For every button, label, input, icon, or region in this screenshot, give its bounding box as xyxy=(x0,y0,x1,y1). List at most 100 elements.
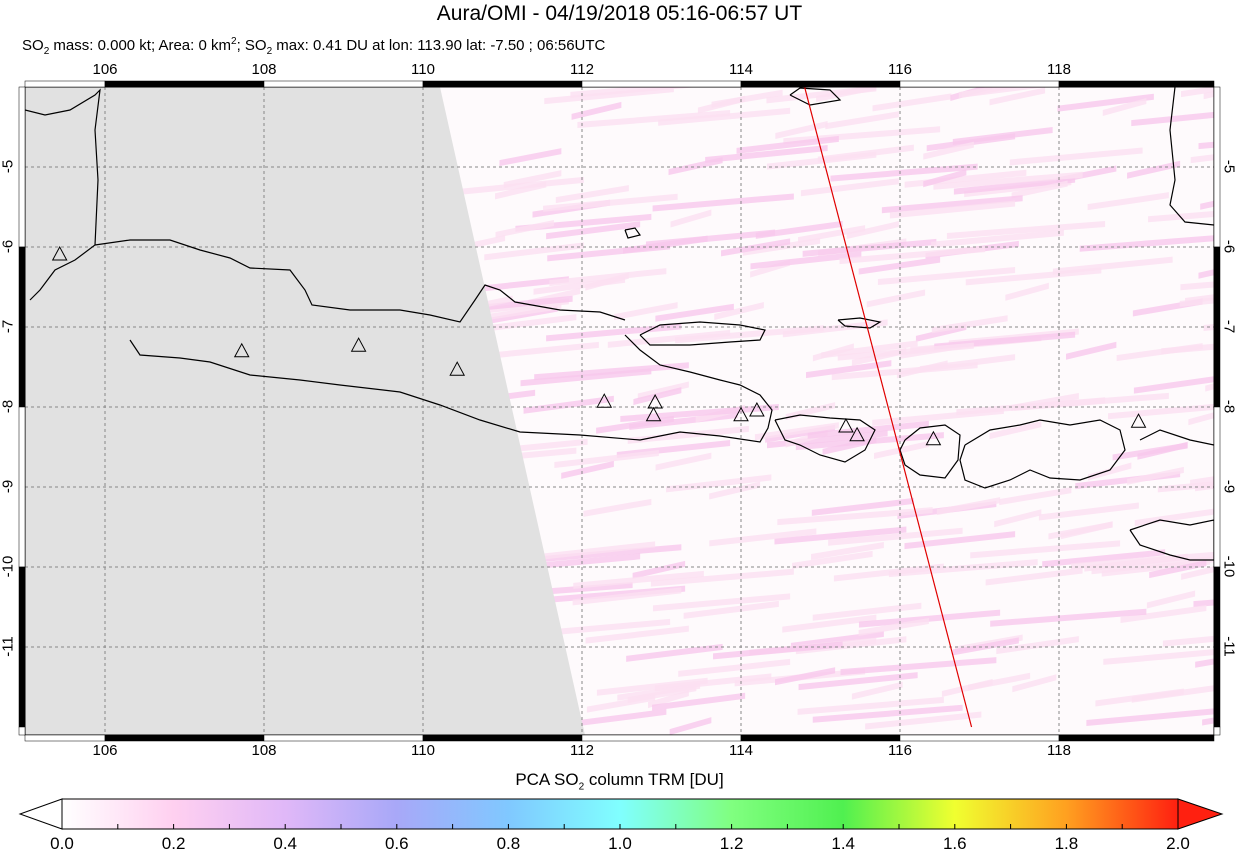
colorbar-tick-label: 1.6 xyxy=(942,834,967,853)
volcano-icon xyxy=(350,337,367,352)
colorbar-title-text: column TRM [DU] xyxy=(584,770,724,789)
frame-segment xyxy=(18,566,26,728)
so2-stripe xyxy=(669,717,712,735)
subtitle-text: ; SO xyxy=(236,37,267,54)
so2-stripe xyxy=(658,107,791,126)
so2-stripe xyxy=(837,342,974,361)
so2-stripe xyxy=(933,171,1083,190)
so2-stripe xyxy=(1200,200,1214,210)
volcano-icon xyxy=(647,393,663,409)
so2-stripe xyxy=(797,696,944,715)
frame-segment xyxy=(263,80,424,88)
map-frame xyxy=(18,80,1221,742)
so2-stripe xyxy=(544,87,674,105)
so2-stripe xyxy=(889,200,1016,219)
so2-stripe xyxy=(1095,688,1184,707)
so2-stripe xyxy=(952,637,1019,656)
lat-tick-label: -10 xyxy=(0,555,17,578)
so2-stripe xyxy=(709,481,761,500)
so2-stripe xyxy=(533,618,671,637)
lat-tick-label: -6 xyxy=(1220,239,1238,254)
so2-stripe xyxy=(655,303,734,322)
so2-stripe xyxy=(503,170,562,189)
colorbar-tick-label: 1.8 xyxy=(1054,834,1079,853)
orbit-track-line xyxy=(804,87,973,728)
frame-segment xyxy=(104,80,265,88)
coast-sumbawa xyxy=(959,419,1126,489)
so2-stripe xyxy=(515,213,652,232)
so2-stripe xyxy=(985,567,1083,586)
subtitle-sup: 2 xyxy=(231,36,237,47)
so2-stripe xyxy=(777,507,933,526)
so2-stripe xyxy=(1102,97,1147,116)
lon-tick-label: 108 xyxy=(251,61,277,78)
so2-stripe xyxy=(549,268,667,287)
so2-stripe xyxy=(858,609,1001,628)
lon-tick-label: 114 xyxy=(729,742,753,759)
so2-stripe xyxy=(1087,192,1169,211)
so2-stripe xyxy=(714,302,764,321)
so2-stripe xyxy=(828,527,963,546)
so2-stripe xyxy=(825,111,899,130)
so2-stripe xyxy=(546,221,641,240)
colorbar-tick-label: 0.6 xyxy=(384,834,409,853)
volcano-icon xyxy=(849,426,865,442)
so2-stripe xyxy=(996,636,1079,655)
so2-stripe xyxy=(816,87,877,102)
lat-tick-label: -7 xyxy=(1220,319,1238,334)
volcano-icon xyxy=(838,417,854,433)
so2-stripe xyxy=(1091,556,1214,575)
so2-stripe xyxy=(585,625,689,644)
so2-stripe xyxy=(919,354,1016,373)
so2-stripe xyxy=(958,87,1048,98)
lat-tick-label: -8 xyxy=(0,399,17,414)
coast-java-south xyxy=(129,334,773,443)
so2-stripe xyxy=(678,658,791,677)
coast-lombok xyxy=(899,424,961,479)
so2-stripe xyxy=(1195,658,1214,668)
so2-stripe xyxy=(561,460,614,479)
so2-stripe xyxy=(840,657,997,676)
so2-stripe xyxy=(872,93,952,112)
lat-tick-label: -9 xyxy=(0,479,17,494)
so2-stripe xyxy=(620,404,779,423)
coastlines xyxy=(25,87,1214,561)
so2-stripe xyxy=(705,145,828,164)
so2-stripe xyxy=(750,251,862,270)
lat-tick-label: -11 xyxy=(1220,636,1238,657)
so2-stripe xyxy=(1131,111,1214,127)
coast-madura xyxy=(639,321,766,346)
so2-stripe xyxy=(1042,549,1166,568)
so2-stripe xyxy=(459,176,584,195)
so2-stripe xyxy=(607,329,731,348)
so2-stripe xyxy=(1149,560,1207,579)
so2-stripe xyxy=(480,314,577,333)
so2-stripe xyxy=(495,219,554,238)
lat-tick-label: -6 xyxy=(0,239,17,254)
so2-stripe xyxy=(812,704,963,723)
lon-tick-label: 108 xyxy=(251,742,277,759)
so2-stripe xyxy=(1060,521,1113,540)
so2-stripe xyxy=(1005,282,1049,301)
so2-swath-stripes xyxy=(440,87,1214,735)
so2-stripe xyxy=(1012,674,1057,693)
subtitle-text: SO xyxy=(22,37,44,54)
coast-flores-west xyxy=(1139,429,1214,446)
so2-stripe xyxy=(652,193,794,212)
so2-stripe xyxy=(1202,717,1214,726)
so2-stripe xyxy=(633,387,682,406)
so2-stripe xyxy=(736,135,839,154)
so2-stripe xyxy=(805,360,892,379)
so2-stripe xyxy=(1180,87,1214,98)
coast-java-north xyxy=(94,239,626,323)
so2-stripe xyxy=(989,87,1046,106)
frame-segment xyxy=(18,246,26,408)
so2-stripe xyxy=(858,617,929,636)
so2-stripe xyxy=(782,319,888,338)
subtitle-text: max: 0.41 DU at lon: 113.90 lat: -7.50 ;… xyxy=(272,37,606,54)
so2-stripe xyxy=(523,395,614,414)
so2-stripe xyxy=(1195,482,1214,492)
so2-stripe xyxy=(554,450,659,469)
lon-tick-label: 106 xyxy=(92,742,118,759)
lat-tick-label: -8 xyxy=(1220,399,1238,414)
